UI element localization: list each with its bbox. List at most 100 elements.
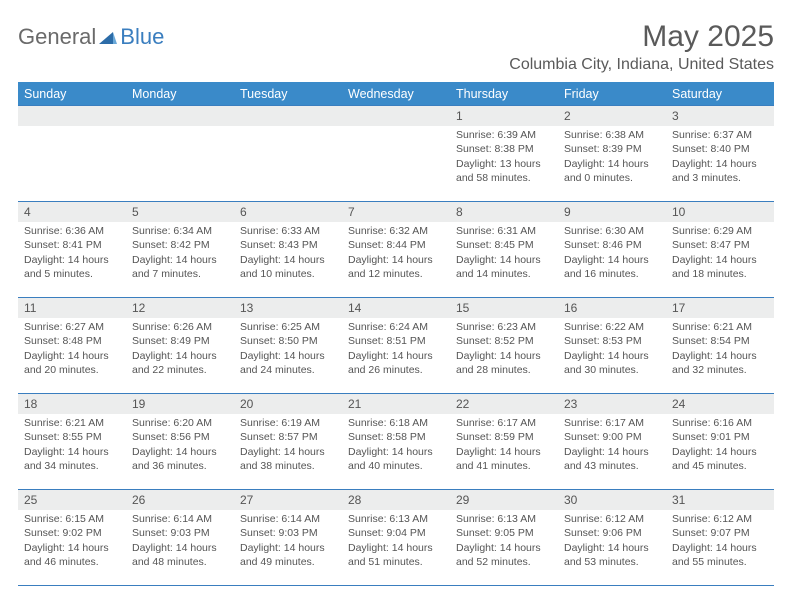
calendar-cell: 24Sunrise: 6:16 AMSunset: 9:01 PMDayligh… (666, 394, 774, 490)
daylight-text: Daylight: 14 hours and 48 minutes. (132, 541, 228, 569)
sunset-text: Sunset: 8:53 PM (564, 334, 660, 348)
sunset-text: Sunset: 8:52 PM (456, 334, 552, 348)
daylight-text: Daylight: 13 hours and 58 minutes. (456, 157, 552, 185)
calendar-cell: 19Sunrise: 6:20 AMSunset: 8:56 PMDayligh… (126, 394, 234, 490)
day-content: Sunrise: 6:13 AMSunset: 9:04 PMDaylight:… (342, 510, 450, 573)
day-content: Sunrise: 6:14 AMSunset: 9:03 PMDaylight:… (234, 510, 342, 573)
weekday-header: Saturday (666, 83, 774, 106)
daylight-text: Daylight: 14 hours and 10 minutes. (240, 253, 336, 281)
calendar-cell: 16Sunrise: 6:22 AMSunset: 8:53 PMDayligh… (558, 298, 666, 394)
sunset-text: Sunset: 8:45 PM (456, 238, 552, 252)
sunset-text: Sunset: 9:00 PM (564, 430, 660, 444)
calendar-row: 1Sunrise: 6:39 AMSunset: 8:38 PMDaylight… (18, 106, 774, 202)
daylight-text: Daylight: 14 hours and 55 minutes. (672, 541, 768, 569)
calendar-cell: 1Sunrise: 6:39 AMSunset: 8:38 PMDaylight… (450, 106, 558, 202)
calendar-cell: 30Sunrise: 6:12 AMSunset: 9:06 PMDayligh… (558, 490, 666, 586)
calendar-cell: 13Sunrise: 6:25 AMSunset: 8:50 PMDayligh… (234, 298, 342, 394)
daylight-text: Daylight: 14 hours and 41 minutes. (456, 445, 552, 473)
day-number: 7 (342, 202, 450, 222)
calendar-cell: 25Sunrise: 6:15 AMSunset: 9:02 PMDayligh… (18, 490, 126, 586)
calendar-cell: 23Sunrise: 6:17 AMSunset: 9:00 PMDayligh… (558, 394, 666, 490)
sunrise-text: Sunrise: 6:21 AM (24, 416, 120, 430)
day-content: Sunrise: 6:33 AMSunset: 8:43 PMDaylight:… (234, 222, 342, 285)
sunset-text: Sunset: 8:58 PM (348, 430, 444, 444)
sunrise-text: Sunrise: 6:14 AM (132, 512, 228, 526)
sunrise-text: Sunrise: 6:32 AM (348, 224, 444, 238)
sunset-text: Sunset: 8:55 PM (24, 430, 120, 444)
sunset-text: Sunset: 9:04 PM (348, 526, 444, 540)
sunset-text: Sunset: 8:40 PM (672, 142, 768, 156)
calendar-cell: 6Sunrise: 6:33 AMSunset: 8:43 PMDaylight… (234, 202, 342, 298)
calendar-cell: 11Sunrise: 6:27 AMSunset: 8:48 PMDayligh… (18, 298, 126, 394)
daylight-text: Daylight: 14 hours and 18 minutes. (672, 253, 768, 281)
day-number (126, 106, 234, 126)
daylight-text: Daylight: 14 hours and 16 minutes. (564, 253, 660, 281)
day-number: 17 (666, 298, 774, 318)
sunrise-text: Sunrise: 6:33 AM (240, 224, 336, 238)
sunrise-text: Sunrise: 6:19 AM (240, 416, 336, 430)
sunset-text: Sunset: 8:51 PM (348, 334, 444, 348)
daylight-text: Daylight: 14 hours and 32 minutes. (672, 349, 768, 377)
day-number: 9 (558, 202, 666, 222)
calendar-cell: 27Sunrise: 6:14 AMSunset: 9:03 PMDayligh… (234, 490, 342, 586)
day-number: 24 (666, 394, 774, 414)
daylight-text: Daylight: 14 hours and 34 minutes. (24, 445, 120, 473)
calendar-cell: 14Sunrise: 6:24 AMSunset: 8:51 PMDayligh… (342, 298, 450, 394)
logo: General Blue (18, 24, 164, 50)
day-number: 19 (126, 394, 234, 414)
sunset-text: Sunset: 9:07 PM (672, 526, 768, 540)
day-content: Sunrise: 6:20 AMSunset: 8:56 PMDaylight:… (126, 414, 234, 477)
sunrise-text: Sunrise: 6:31 AM (456, 224, 552, 238)
day-number: 20 (234, 394, 342, 414)
sunrise-text: Sunrise: 6:17 AM (456, 416, 552, 430)
day-content: Sunrise: 6:12 AMSunset: 9:07 PMDaylight:… (666, 510, 774, 573)
sunrise-text: Sunrise: 6:23 AM (456, 320, 552, 334)
day-content: Sunrise: 6:26 AMSunset: 8:49 PMDaylight:… (126, 318, 234, 381)
day-number: 26 (126, 490, 234, 510)
sunset-text: Sunset: 8:56 PM (132, 430, 228, 444)
sunrise-text: Sunrise: 6:12 AM (564, 512, 660, 526)
calendar-cell: 17Sunrise: 6:21 AMSunset: 8:54 PMDayligh… (666, 298, 774, 394)
sunrise-text: Sunrise: 6:36 AM (24, 224, 120, 238)
day-content: Sunrise: 6:24 AMSunset: 8:51 PMDaylight:… (342, 318, 450, 381)
calendar-cell: 18 Sunrise: 6:21 AMSunset: 8:55 PMDayligh… (18, 394, 126, 490)
weekday-header: Tuesday (234, 83, 342, 106)
day-content: Sunrise: 6:27 AMSunset: 8:48 PMDaylight:… (18, 318, 126, 381)
day-number: 18 (18, 394, 126, 414)
day-content: Sunrise: 6:39 AMSunset: 8:38 PMDaylight:… (450, 126, 558, 189)
sunrise-text: Sunrise: 6:13 AM (456, 512, 552, 526)
day-number: 6 (234, 202, 342, 222)
day-content: Sunrise: 6:18 AMSunset: 8:58 PMDaylight:… (342, 414, 450, 477)
calendar-row: 11Sunrise: 6:27 AMSunset: 8:48 PMDayligh… (18, 298, 774, 394)
day-number: 8 (450, 202, 558, 222)
calendar-row: 4Sunrise: 6:36 AMSunset: 8:41 PMDaylight… (18, 202, 774, 298)
daylight-text: Daylight: 14 hours and 43 minutes. (564, 445, 660, 473)
day-number: 1 (450, 106, 558, 126)
sunrise-text: Sunrise: 6:18 AM (348, 416, 444, 430)
calendar-cell: 7Sunrise: 6:32 AMSunset: 8:44 PMDaylight… (342, 202, 450, 298)
sunset-text: Sunset: 9:03 PM (132, 526, 228, 540)
sunrise-text: Sunrise: 6:34 AM (132, 224, 228, 238)
calendar-row: 25Sunrise: 6:15 AMSunset: 9:02 PMDayligh… (18, 490, 774, 586)
sunrise-text: Sunrise: 6:38 AM (564, 128, 660, 142)
sunset-text: Sunset: 8:41 PM (24, 238, 120, 252)
sunset-text: Sunset: 8:57 PM (240, 430, 336, 444)
day-number: 16 (558, 298, 666, 318)
weekday-header: Monday (126, 83, 234, 106)
sunset-text: Sunset: 8:49 PM (132, 334, 228, 348)
day-content: Sunrise: 6:32 AMSunset: 8:44 PMDaylight:… (342, 222, 450, 285)
day-content: Sunrise: 6:14 AMSunset: 9:03 PMDaylight:… (126, 510, 234, 573)
calendar-cell: 15Sunrise: 6:23 AMSunset: 8:52 PMDayligh… (450, 298, 558, 394)
sunset-text: Sunset: 8:44 PM (348, 238, 444, 252)
calendar-cell: 10Sunrise: 6:29 AMSunset: 8:47 PMDayligh… (666, 202, 774, 298)
day-content: Sunrise: 6:23 AMSunset: 8:52 PMDaylight:… (450, 318, 558, 381)
calendar-cell: 28Sunrise: 6:13 AMSunset: 9:04 PMDayligh… (342, 490, 450, 586)
daylight-text: Daylight: 14 hours and 52 minutes. (456, 541, 552, 569)
calendar-cell: 29Sunrise: 6:13 AMSunset: 9:05 PMDayligh… (450, 490, 558, 586)
sunset-text: Sunset: 8:38 PM (456, 142, 552, 156)
daylight-text: Daylight: 14 hours and 30 minutes. (564, 349, 660, 377)
day-number: 22 (450, 394, 558, 414)
sunset-text: Sunset: 9:01 PM (672, 430, 768, 444)
calendar-cell: 31Sunrise: 6:12 AMSunset: 9:07 PMDayligh… (666, 490, 774, 586)
sunrise-text: Sunrise: 6:39 AM (456, 128, 552, 142)
